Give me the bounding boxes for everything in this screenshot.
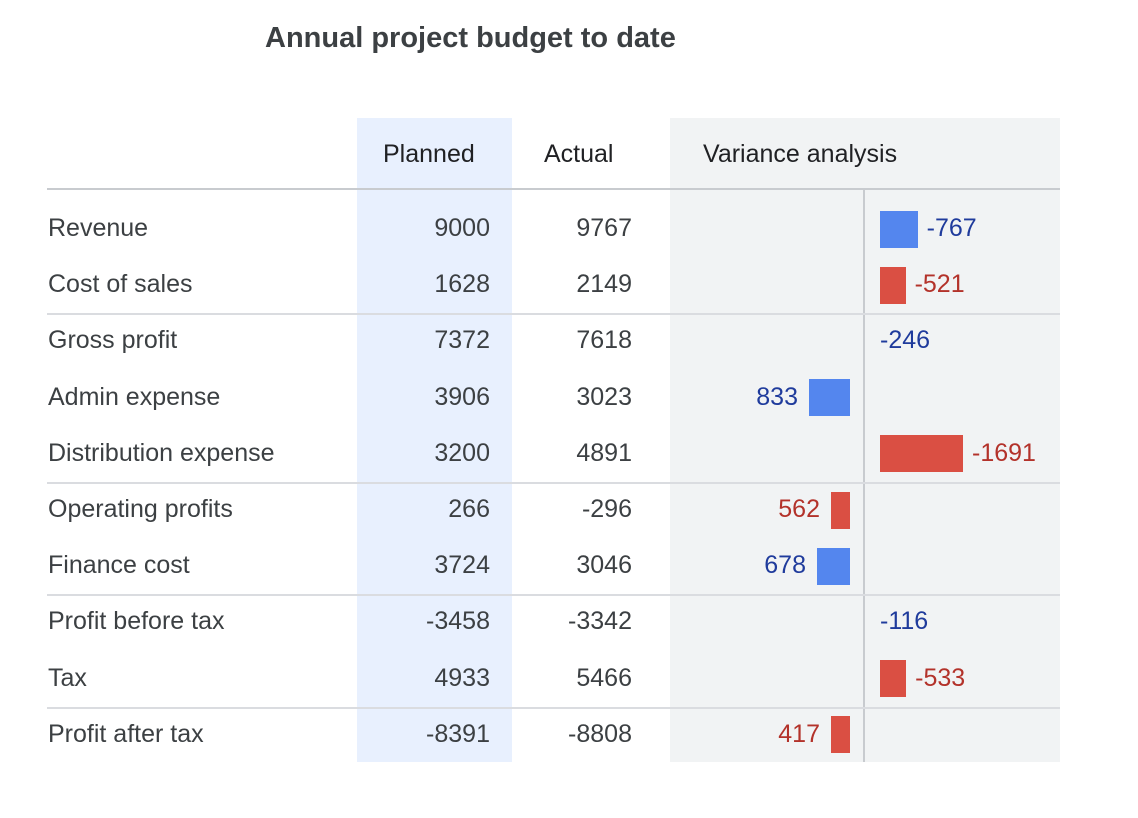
row-label: Finance cost (48, 551, 190, 580)
planned-value: -3458 (426, 607, 490, 636)
actual-value: 5466 (576, 663, 632, 692)
group-divider (47, 313, 1060, 315)
planned-value: 266 (448, 495, 490, 523)
planned-value: 4933 (434, 663, 490, 692)
planned-value: 9000 (434, 214, 490, 242)
header-planned: Planned (383, 140, 475, 168)
variance-zero-axis (863, 190, 865, 762)
actual-value: 4891 (576, 438, 632, 467)
chart-title: Annual project budget to date (265, 22, 676, 54)
header-variance-analysis: Variance analysis (703, 140, 898, 168)
variance-label: -1691 (972, 438, 1036, 467)
planned-value: 7372 (434, 326, 490, 355)
group-divider (47, 482, 1060, 484)
group-divider (47, 594, 1060, 596)
variance-label: 678 (764, 551, 806, 580)
planned-value: -8391 (426, 719, 490, 748)
variance-label: -767 (926, 214, 977, 242)
group-divider (47, 707, 1060, 709)
variance-label: -521 (914, 270, 965, 299)
variance-label: -116 (880, 607, 929, 636)
variance-label: 562 (778, 495, 820, 523)
variance-label: -533 (915, 663, 966, 692)
planned-column-background (357, 118, 512, 762)
row-label: Profit before tax (48, 607, 225, 636)
row-label: Admin expense (48, 382, 221, 411)
actual-value: -8808 (568, 719, 632, 748)
row-label: Cost of sales (48, 270, 193, 299)
actual-value: -296 (581, 495, 632, 523)
row-label: Profit after tax (48, 719, 204, 748)
planned-value: 3200 (434, 438, 490, 467)
row-label: Gross profit (48, 326, 178, 355)
variance-bar (831, 716, 850, 754)
variance-label: 833 (756, 382, 798, 411)
actual-value: -3342 (568, 607, 632, 636)
variance-bar (880, 660, 907, 698)
header-actual: Actual (544, 140, 614, 168)
actual-value: 7618 (576, 326, 632, 355)
variance-bar (817, 547, 850, 585)
variance-bar (880, 435, 963, 473)
variance-bar (831, 491, 850, 529)
planned-value: 3906 (434, 382, 490, 411)
row-label: Operating profits (48, 495, 233, 523)
variance-bar (809, 379, 850, 417)
variance-label: 417 (778, 719, 820, 748)
row-label: Distribution expense (48, 438, 275, 467)
row-label: Revenue (48, 214, 149, 242)
actual-value: 3046 (576, 551, 632, 580)
variance-column-background (670, 118, 1060, 762)
variance-label: -246 (880, 326, 931, 355)
variance-bar (880, 210, 918, 248)
planned-value: 3724 (434, 551, 490, 580)
row-label: Tax (48, 663, 87, 692)
header-divider (47, 188, 1060, 190)
actual-value: 3023 (576, 382, 632, 411)
actual-value: 9767 (576, 214, 632, 242)
planned-value: 1628 (434, 270, 490, 299)
actual-value: 2149 (576, 270, 632, 299)
variance-bar (880, 266, 906, 304)
